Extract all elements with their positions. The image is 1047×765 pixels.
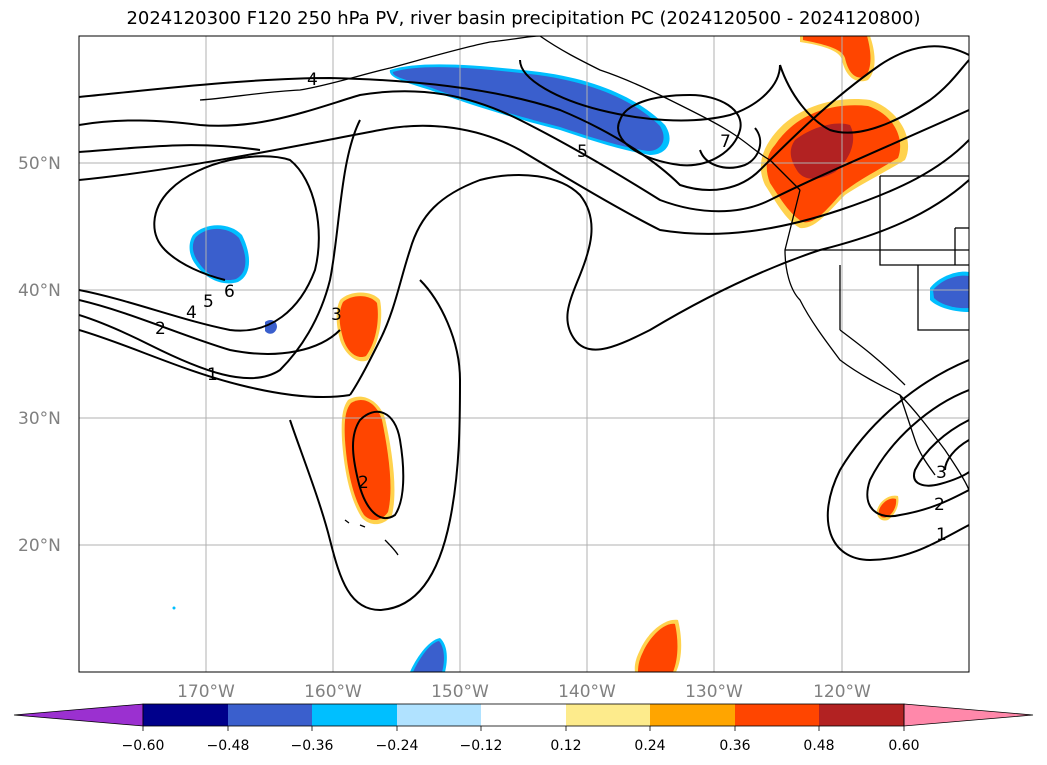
colorbar-tick-label: 0.36: [719, 738, 750, 754]
pv-contours: [79, 45, 969, 612]
lon-label: 160°W: [304, 682, 362, 702]
colorbar-tick-label: −0.36: [291, 738, 334, 754]
colorbar-segment: [481, 704, 566, 726]
pv-label: 2: [358, 473, 369, 493]
map-frame: [78, 35, 970, 673]
lon-label: 140°W: [558, 682, 616, 702]
colorbar-tick-label: −0.60: [122, 738, 165, 754]
colorbar-left-extension: [13, 703, 144, 727]
lon-label: 170°W: [177, 682, 235, 702]
lat-label: 30°N: [18, 409, 61, 429]
colorbar-segment: [228, 704, 312, 726]
pv-label: 5: [203, 292, 214, 312]
pv-label: 5: [577, 142, 588, 162]
colorbar-tick-label: 0.24: [634, 738, 665, 754]
lat-label: 50°N: [18, 154, 61, 174]
gridlines: [79, 36, 969, 672]
colorbar-segment: [650, 704, 735, 726]
colorbar-segment: [735, 704, 819, 726]
colorbar-right-extension: [903, 703, 1034, 727]
colorbar-segment: [143, 704, 228, 726]
colorbar: −0.60 −0.48 −0.36 −0.24 −0.12 0.12 0.24 …: [13, 703, 1034, 754]
pv-label: 7: [720, 132, 731, 152]
pv-label: 3: [331, 305, 342, 325]
colorbar-tick-label: 0.60: [888, 738, 919, 754]
pv-label: 6: [224, 282, 235, 302]
colorbar-tick-label: −0.48: [207, 738, 250, 754]
pv-label: 1: [207, 365, 218, 385]
precip-positive-shading: [336, 36, 909, 672]
lat-labels: 50°N 40°N 30°N 20°N: [18, 154, 61, 556]
lon-label: 130°W: [685, 682, 743, 702]
lon-label: 120°W: [813, 682, 871, 702]
map-title: 2024120300 F120 250 hPa PV, river basin …: [126, 8, 921, 29]
colorbar-tick-label: 0.12: [550, 738, 581, 754]
colorbar-tick-label: −0.24: [376, 738, 419, 754]
lon-labels: 170°W 160°W 150°W 140°W 130°W 120°W: [177, 682, 871, 702]
lat-label: 20°N: [18, 536, 61, 556]
pv-label: 4: [186, 303, 197, 323]
pv-label: 4: [307, 70, 318, 90]
pv-label: 2: [934, 495, 945, 515]
colorbar-segment: [397, 704, 481, 726]
lat-label: 40°N: [18, 281, 61, 301]
colorbar-segment: [819, 704, 904, 726]
pv-label: 1: [936, 525, 947, 545]
colorbar-tick-label: 0.48: [803, 738, 834, 754]
colorbar-segment: [566, 704, 650, 726]
pv-label: 2: [155, 319, 166, 339]
colorbar-tick-label: −0.12: [460, 738, 503, 754]
lon-label: 150°W: [431, 682, 489, 702]
pv-labels: 4 5 7 6 5 4 2 1 3 2 3 2 1: [155, 70, 947, 545]
precip-neg-small: [265, 319, 277, 334]
pv-label: 3: [936, 463, 947, 483]
colorbar-segment: [312, 704, 397, 726]
